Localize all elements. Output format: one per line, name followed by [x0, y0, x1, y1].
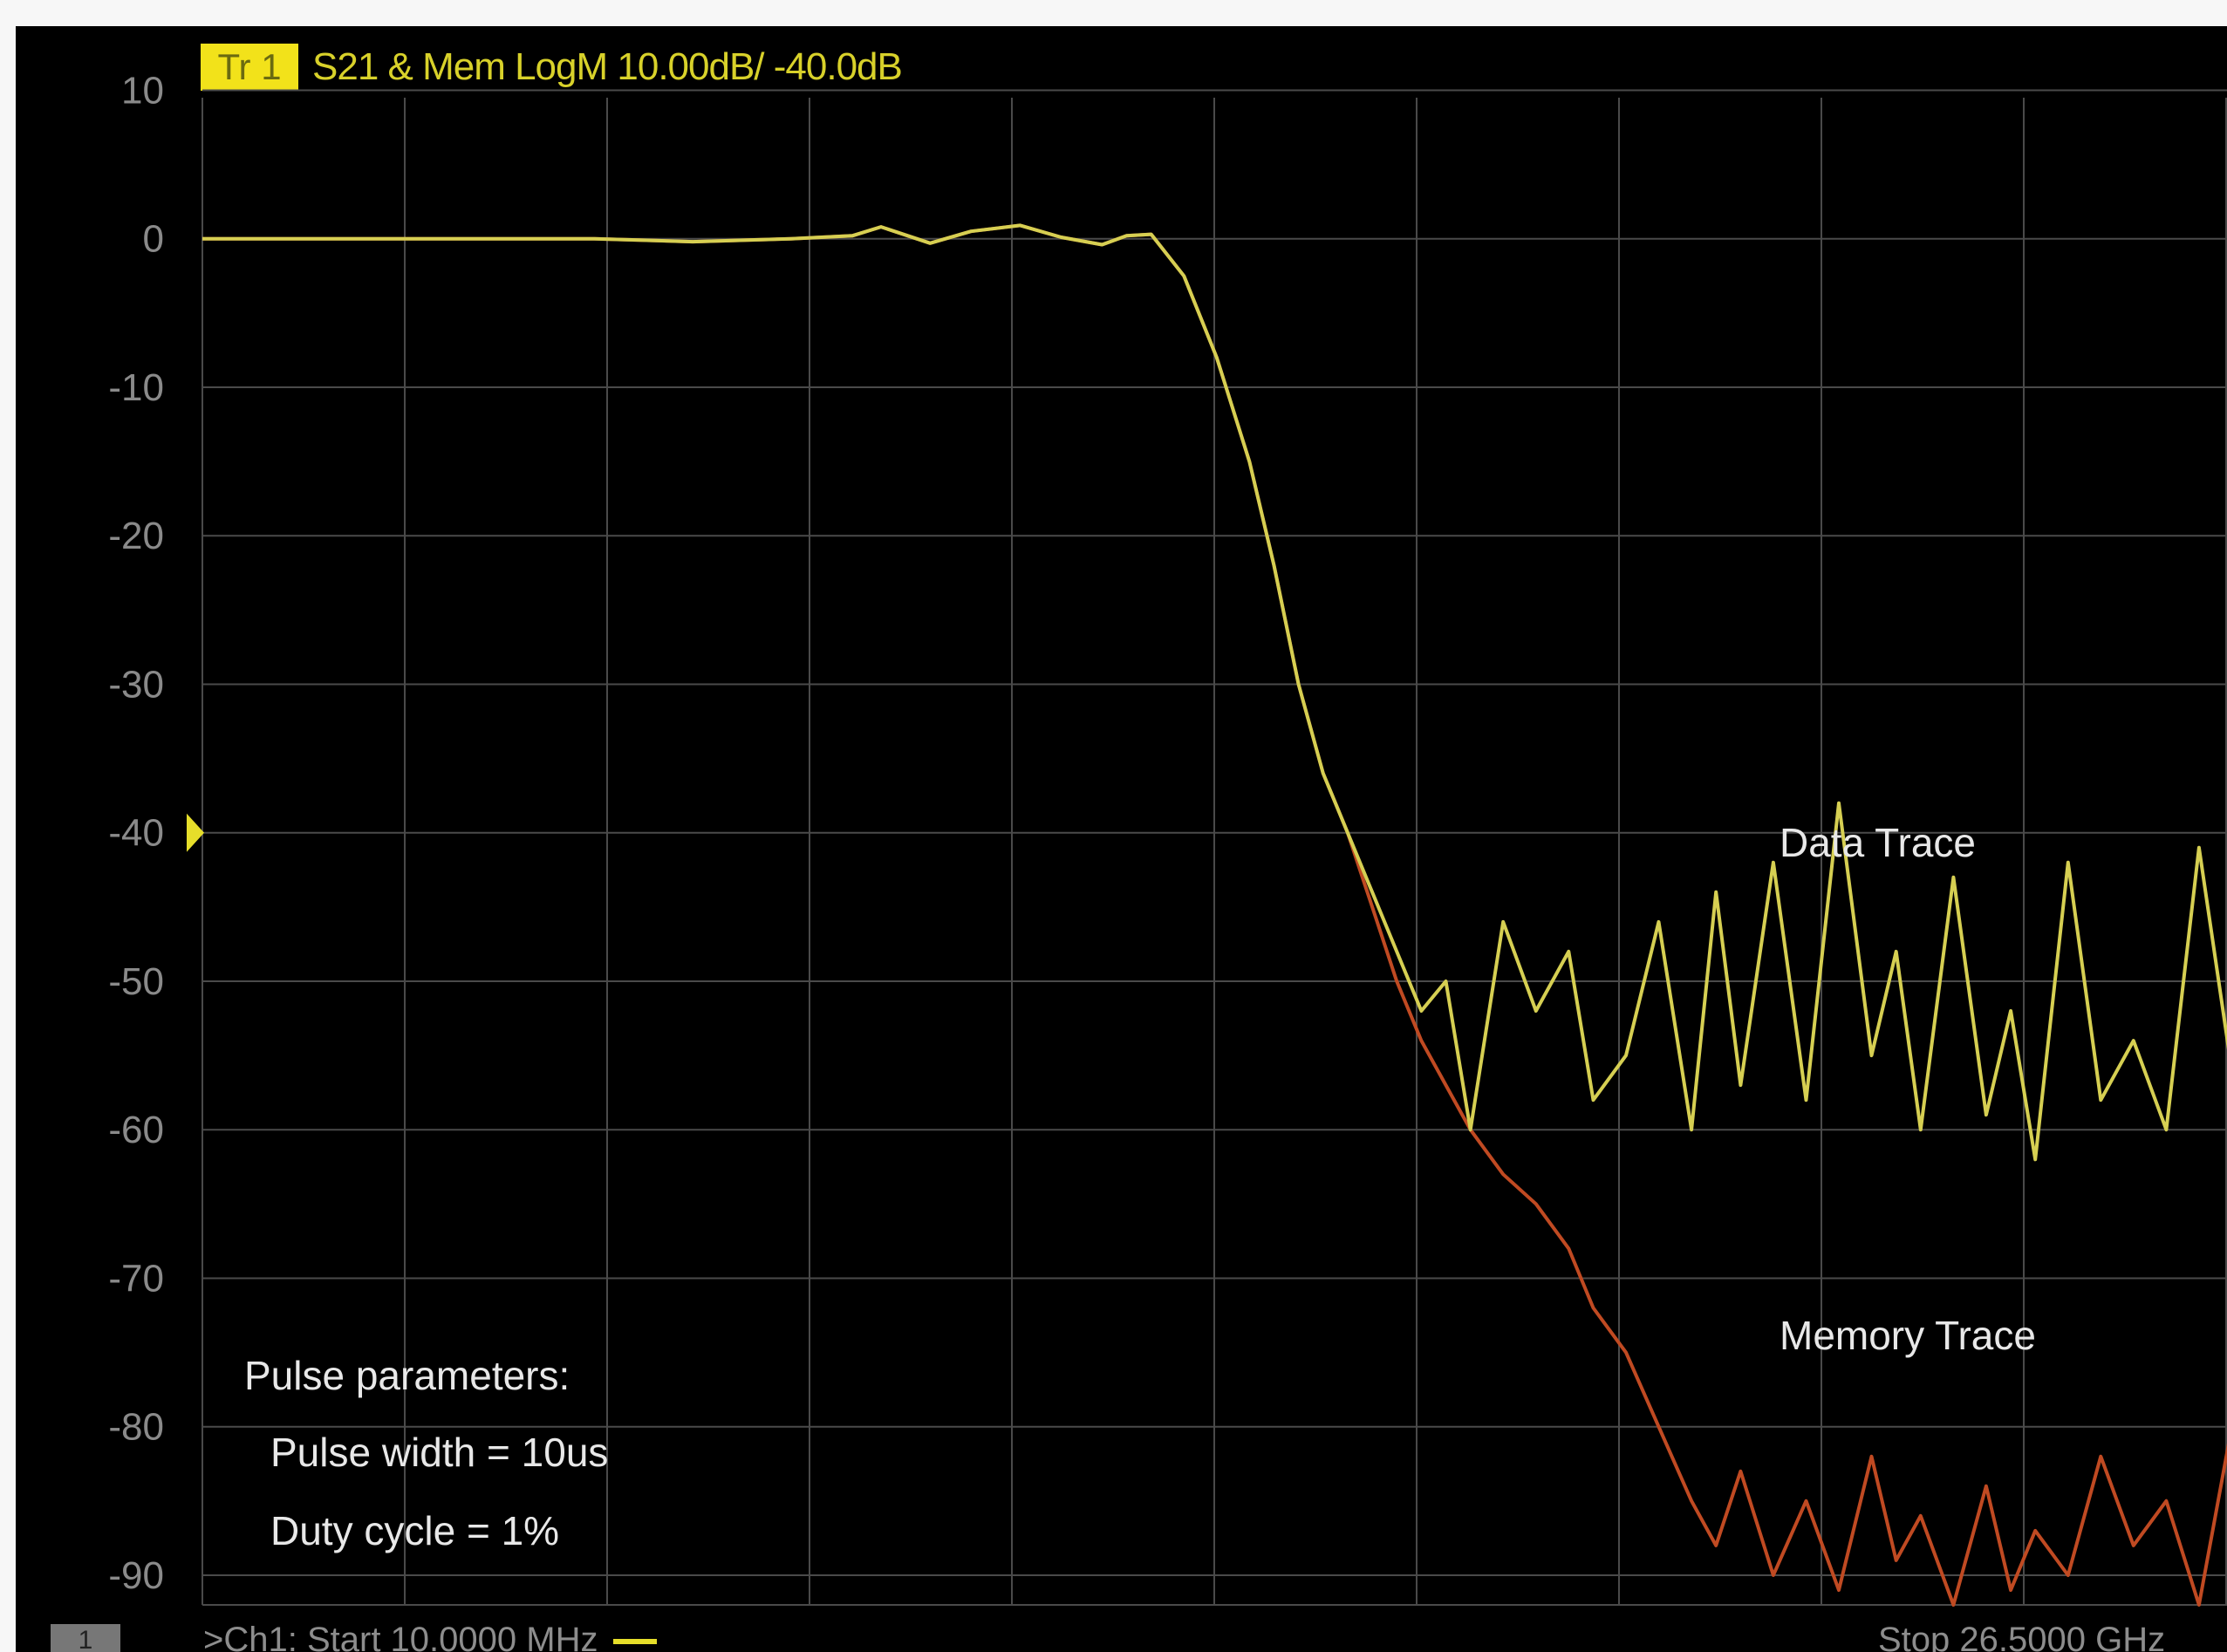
y-tick-label: -40	[108, 812, 164, 855]
trace-color-swatch	[613, 1639, 658, 1645]
chart-plot: 10 0 -10 -20 -30 -40 -50 -60 -70 -80 -90 Data Trac…	[108, 69, 2227, 1607]
y-tick-label: -60	[108, 1109, 164, 1151]
y-tick-label: -10	[108, 366, 164, 409]
annotations: Data Trace Memory Trace Pulse parameters…	[244, 820, 2036, 1553]
y-tick-label: 0	[143, 218, 164, 261]
analyzer-screen: Tr 1 S21 & Mem LogM 10.00dB/ -40.0dB 10 0…	[16, 26, 2227, 1652]
y-tick-label: -30	[108, 663, 164, 706]
data-trace-line	[202, 223, 2227, 1162]
trace-badge[interactable]: Tr 1	[201, 44, 298, 91]
trace-header: Tr 1 S21 & Mem LogM 10.00dB/ -40.0dB	[16, 26, 2227, 109]
data-trace-label: Data Trace	[1780, 820, 1976, 865]
y-tick-label: -90	[108, 1554, 164, 1597]
grid	[202, 89, 2227, 1606]
pulse-parameters-title: Pulse parameters:	[244, 1353, 570, 1398]
trace-title: S21 & Mem LogM 10.00dB/ -40.0dB	[312, 45, 903, 88]
y-tick-label: -50	[108, 960, 164, 1003]
y-tick-label: 10	[121, 69, 164, 112]
y-tick-label: -20	[108, 515, 164, 557]
stop-frequency: Stop 26.5000 GHz	[1878, 1621, 2166, 1652]
duty-cycle-text: Duty cycle = 1%	[270, 1508, 559, 1553]
series-layer	[202, 223, 2227, 1607]
memory-trace-label: Memory Trace	[1780, 1313, 2036, 1358]
reference-level-marker	[187, 813, 204, 852]
y-tick-label: -80	[108, 1406, 164, 1449]
start-frequency-text: >Ch1: Start 10.0000 MHz	[203, 1621, 598, 1652]
y-tick-label: -70	[108, 1257, 164, 1300]
start-frequency: >Ch1: Start 10.0000 MHz	[203, 1621, 658, 1652]
channel-footer: 1 >Ch1: Start 10.0000 MHz Stop 26.5000 G…	[16, 1621, 2227, 1652]
channel-indicator[interactable]: 1	[51, 1624, 120, 1652]
y-axis-ticks: 10 0 -10 -20 -30 -40 -50 -60 -70 -80 -90	[108, 69, 164, 1596]
pulse-width-text: Pulse width = 10us	[270, 1430, 608, 1475]
